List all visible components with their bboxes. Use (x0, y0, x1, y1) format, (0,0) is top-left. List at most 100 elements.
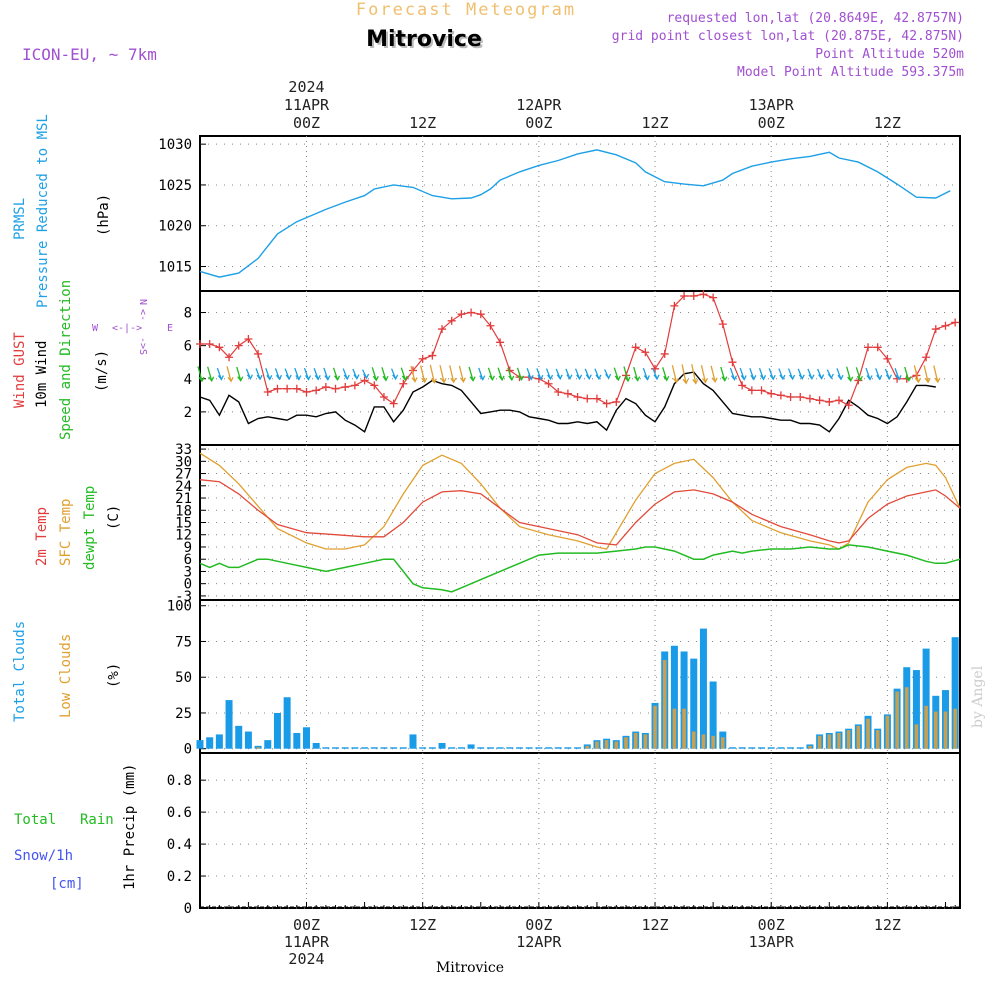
compass-arrow-s: -> (137, 337, 148, 349)
compass-e: E (167, 323, 173, 334)
total-clouds-bar (196, 740, 204, 749)
wind-arrow-shape (623, 366, 631, 383)
wind-arrow-shape (749, 368, 757, 381)
total-clouds-bar (515, 747, 523, 749)
total-clouds-bar (758, 747, 766, 749)
wind-arrow-shape (197, 366, 205, 383)
wind-direction-arrow (323, 367, 331, 381)
wind-gust-line (200, 293, 956, 407)
total-clouds-bar (496, 747, 504, 749)
wind-arrow-shape (313, 368, 321, 381)
wind-arrow-shape (323, 367, 331, 381)
total-clouds-bar (293, 732, 301, 749)
wind-gust-marker (312, 386, 321, 395)
clouds-tick-label: 50 (175, 670, 192, 686)
sfc-temp-line (199, 452, 961, 550)
total-clouds-bar (699, 628, 707, 749)
wind-gust-marker (573, 392, 582, 401)
wind-direction-arrow (265, 368, 273, 381)
low-clouds-bar (856, 725, 861, 749)
wind-direction-arrow (439, 365, 447, 384)
total-clouds-bar (283, 697, 291, 749)
total-clouds-bar (486, 747, 494, 749)
wind-arrow-shape (255, 368, 263, 381)
wind-gust-marker (864, 343, 873, 352)
wind-direction-arrow (652, 368, 660, 381)
wind-arrow-shape (855, 367, 863, 382)
wind-gust-marker (689, 291, 698, 300)
bottom-time-label: 12Z (409, 916, 436, 934)
wind-10m-line (199, 371, 936, 433)
wind-arrow-shape (758, 368, 767, 381)
total-clouds-bar (477, 747, 485, 749)
wind-gust-marker (215, 343, 224, 352)
wind-gust-marker (602, 399, 611, 408)
wind-arrow-shape (265, 368, 273, 381)
wind-gust-marker (360, 376, 369, 385)
wind-arrow-shape (236, 366, 244, 382)
precip-total-label: Total (14, 812, 56, 828)
pressure-label-msl: Pressure Reduced to MSL (35, 114, 51, 308)
precip-tick-label: 0.6 (167, 805, 192, 821)
total-clouds-bar (215, 734, 223, 749)
compass-w: W (92, 323, 99, 334)
wind-arrow-shape (923, 365, 931, 384)
wind-gust-marker (825, 397, 834, 406)
wind-gust-marker (457, 310, 466, 319)
precip-tick-label: 0.2 (167, 869, 192, 885)
bottom-time-label: 2024 (288, 950, 324, 968)
wind-gust-marker (389, 399, 398, 408)
wind-direction-arrow (332, 367, 341, 382)
total-clouds-bar (302, 727, 310, 749)
low-clouds-bar (653, 705, 657, 749)
wind-tick-label: 2 (184, 405, 192, 421)
wind-gust-marker (941, 321, 950, 330)
wind-gust-marker (254, 349, 263, 358)
wind-direction-arrow (449, 365, 457, 384)
wind-direction-arrow (865, 367, 873, 381)
temperature-tick-label: 3 (184, 564, 192, 580)
wind-direction-arrow (642, 367, 650, 381)
low-clouds-bar (682, 708, 686, 749)
temperature-tick-label: 0 (184, 577, 192, 593)
total-clouds-bar (670, 645, 678, 749)
wind-arrow-shape (807, 368, 815, 380)
temp-dewpt-label: dewpt Temp (82, 486, 98, 570)
total-clouds-bar (332, 747, 340, 749)
bottom-time-label: 12APR (516, 933, 562, 951)
low-clouds-bar (633, 732, 638, 749)
wind-arrow-shape (865, 367, 873, 381)
precip-cm-label: [cm] (50, 876, 84, 892)
wind-arrow-shape (739, 367, 747, 381)
wind-direction-arrow (904, 366, 912, 382)
wind-gust-marker (747, 386, 756, 395)
wind-gust-marker (244, 335, 253, 344)
wind-direction-arrow (807, 368, 815, 380)
pressure-tick-label: 1015 (158, 260, 192, 276)
wind-direction-arrow (700, 365, 709, 384)
low-clouds-bar (943, 711, 948, 749)
wind-direction-arrow (420, 365, 428, 384)
total-clouds-bar (244, 731, 252, 749)
wind-gust-marker (205, 339, 214, 348)
wind-arrow-shape (933, 365, 941, 384)
wind-direction-arrow (216, 367, 224, 381)
total-clouds-bar (738, 747, 746, 749)
wind-arrow-shape (526, 368, 534, 381)
wind-direction-arrow (555, 368, 563, 380)
wind-arrow-shape (720, 366, 728, 382)
bottom-time-label: 00Z (525, 916, 552, 934)
wind-direction-arrow (836, 368, 844, 381)
wind-gust-label: Wind GUST (12, 332, 28, 408)
wind-arrow-shape (633, 366, 641, 382)
wind-direction-arrow (768, 368, 776, 381)
t2m-line (199, 479, 961, 546)
low-clouds-bar (701, 734, 706, 749)
wind-gust-marker (292, 384, 301, 393)
low-clouds-bar (721, 737, 725, 749)
wind-gust-marker (776, 391, 785, 400)
wind-direction-arrow (545, 368, 554, 381)
wind-arrow-shape (497, 367, 505, 382)
wind-direction-arrow (720, 366, 728, 382)
total-clouds-bar (322, 747, 330, 749)
